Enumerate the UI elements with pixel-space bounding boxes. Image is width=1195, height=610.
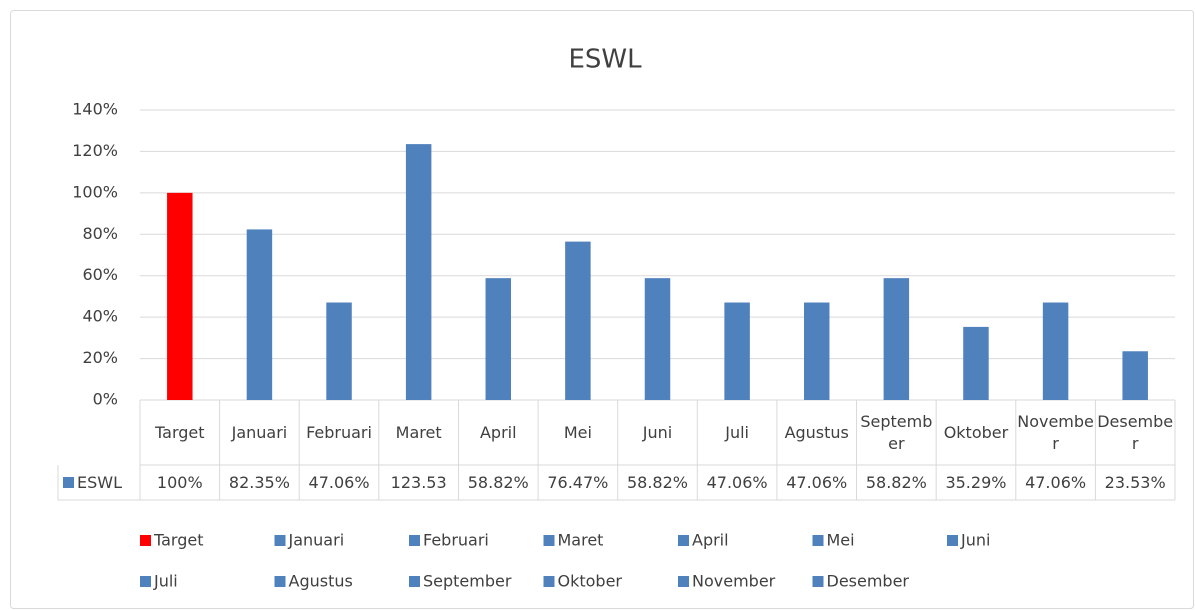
legend-label: Juli [153,572,178,591]
series-name: ESWL [77,472,122,492]
value-label: 123.53 [390,472,447,492]
value-label: 47.06% [308,472,370,492]
bar [405,144,432,400]
category-label: Agustus [784,422,849,442]
y-tick-label: 80% [82,224,118,243]
bar [565,241,591,400]
legend-key [63,477,74,488]
category-label: September [860,411,933,453]
value-label: 47.06% [786,472,848,492]
value-label: 100% [156,472,203,492]
legend-swatch [140,576,151,587]
category-label: Juni [642,422,673,442]
y-tick-label: 120% [72,141,118,160]
legend-label: Februari [423,531,489,550]
value-label: 47.06% [1025,472,1087,492]
legend-swatch [543,576,555,587]
bar [644,278,671,400]
bar [963,326,989,400]
value-label: 82.35% [228,472,290,492]
y-tick-label: 100% [72,182,118,201]
legend-label: Oktober [558,572,623,591]
value-label: 58.82% [467,472,529,492]
chart-title: ESWL [568,45,642,75]
value-label: 58.82% [626,472,688,492]
y-tick-label: 20% [82,348,118,367]
legend-swatch [274,535,286,546]
legend-swatch [812,535,824,546]
bar [246,229,273,400]
value-label: 76.47% [547,472,609,492]
legend-label: Target [153,531,204,550]
category-label: Juli [725,422,749,442]
legend-swatch [409,576,420,587]
legend-swatch [274,576,286,587]
y-tick-label: 60% [82,265,118,284]
bar [1042,302,1069,400]
legend-label: April [692,531,729,550]
bar [1122,351,1148,400]
legend-label: Januari [288,531,345,550]
legend-swatch [678,535,689,546]
value-label: 58.82% [865,472,927,492]
category-label: Target [155,422,205,442]
y-tick-label: 40% [82,307,118,326]
category-label: Maret [395,422,442,442]
value-label: 47.06% [706,472,768,492]
y-tick-label: 140% [72,100,118,119]
legend-label: November [692,572,776,591]
legend-label: Mei [827,531,855,550]
category-label: Januari [231,422,288,442]
category-label: Februari [306,422,372,442]
bar [167,192,193,400]
legend-label: September [423,572,512,591]
bar [326,302,352,400]
legend-label: Agustus [289,572,353,591]
category-label: April [479,422,517,442]
bar [485,278,512,400]
chart-border [10,10,1194,609]
legend-label: Desember [827,572,910,591]
legend-swatch [812,576,824,587]
legend-swatch [947,535,958,546]
bar [803,302,830,400]
legend-swatch [678,576,689,587]
category-label: November [1017,411,1094,453]
legend-swatch [543,535,555,546]
bar [883,278,910,400]
category-label: Desember [1097,411,1174,453]
legend-label: Maret [558,531,604,550]
category-label: Oktober [943,422,1009,442]
y-tick-label: 0% [93,390,118,409]
value-label: 23.53% [1104,472,1166,492]
category-label: Mei [563,422,592,442]
legend-swatch [409,535,420,546]
legend-swatch [140,535,151,546]
bar [724,302,750,400]
value-label: 35.29% [945,472,1007,492]
legend-label: Juni [960,531,990,550]
